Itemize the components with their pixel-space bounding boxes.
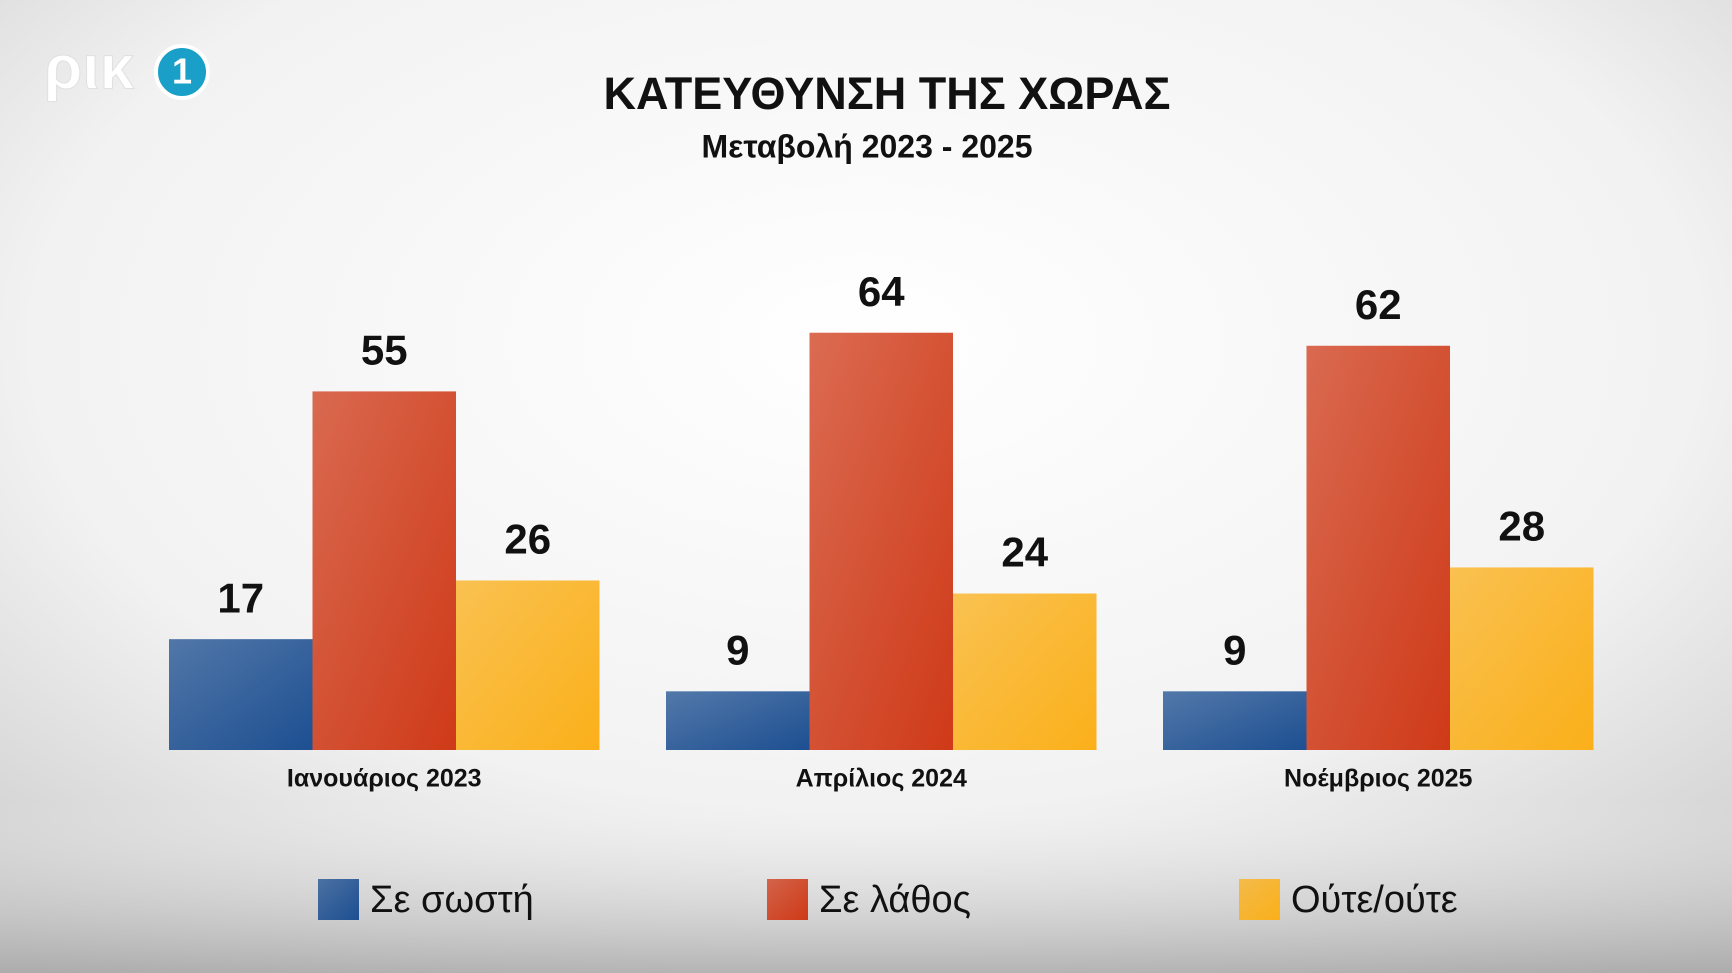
value-label: 17 bbox=[217, 574, 264, 621]
bar bbox=[809, 332, 953, 750]
value-label: 9 bbox=[726, 626, 749, 673]
bar bbox=[1163, 691, 1307, 750]
chart-subtitle: Μεταβολή 2023 - 2025 bbox=[701, 128, 1032, 164]
logo-circle bbox=[154, 44, 210, 100]
x-tick-label: Νοέμβριος 2025 bbox=[1284, 765, 1472, 793]
bar bbox=[1450, 567, 1594, 750]
value-label: 28 bbox=[1498, 503, 1545, 550]
value-label: 24 bbox=[1001, 529, 1048, 576]
legend-swatch bbox=[318, 879, 359, 920]
value-label: 26 bbox=[504, 516, 551, 563]
bar bbox=[1306, 345, 1450, 750]
logo-text: ρικ bbox=[44, 33, 135, 102]
background-fade bbox=[0, 800, 1732, 973]
bar bbox=[169, 639, 313, 750]
x-tick-label: Ιανουάριος 2023 bbox=[287, 765, 482, 793]
bar bbox=[456, 580, 600, 750]
legend-swatch bbox=[1239, 879, 1280, 920]
legend-swatch bbox=[767, 879, 808, 920]
chart-title: ΚΑΤΕΥΘΥΝΣΗ ΤΗΣ ΧΩΡΑΣ bbox=[603, 68, 1170, 119]
value-label: 64 bbox=[858, 268, 905, 315]
legend-label: Ούτε/ούτε bbox=[1291, 879, 1458, 921]
bar bbox=[312, 391, 456, 750]
bar bbox=[953, 593, 1097, 750]
legend-label: Σε σωστή bbox=[370, 879, 534, 921]
value-label: 55 bbox=[361, 326, 408, 373]
logo-number: 1 bbox=[172, 51, 192, 92]
value-label: 9 bbox=[1223, 626, 1246, 673]
x-tick-label: Απρίλιος 2024 bbox=[796, 765, 967, 793]
logo: ρικ 1 bbox=[44, 33, 210, 103]
bar bbox=[666, 691, 810, 750]
legend-label: Σε λάθος bbox=[819, 879, 971, 921]
value-label: 62 bbox=[1355, 281, 1402, 328]
